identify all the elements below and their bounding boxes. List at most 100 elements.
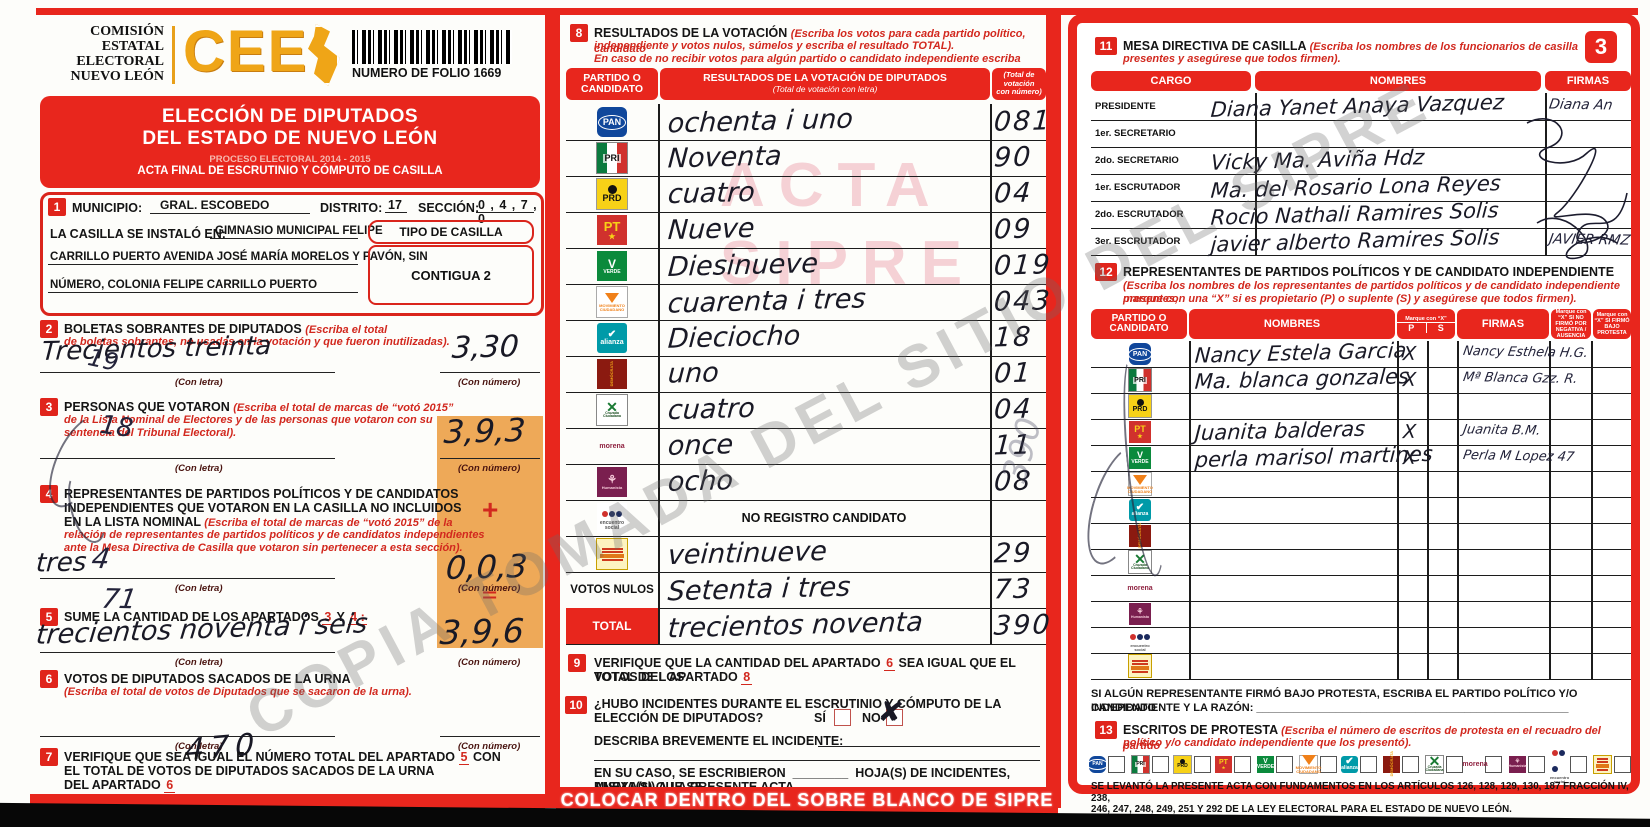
table-row[interactable] <box>1091 549 1631 576</box>
section5-con-letra: (Con letra) <box>175 657 223 668</box>
results-numero-field[interactable] <box>990 176 1046 212</box>
section2-number: 2 <box>40 320 58 338</box>
table-row[interactable] <box>1091 523 1631 550</box>
section2-con-numero: (Con número) <box>458 377 521 388</box>
no-checkbox[interactable] <box>886 709 903 726</box>
protesta-line2: INDEPENDIENTE Y LA RAZÓN: ______________… <box>1091 702 1569 714</box>
section5-letra-field[interactable] <box>40 634 335 653</box>
left-panel: COMISIÓN ESTATAL ELECTORAL NUEVO LEÓN CEE … <box>0 0 545 820</box>
section2-numero-field[interactable] <box>440 354 540 373</box>
protesta-count-box[interactable] <box>1194 755 1211 773</box>
results-numero-field[interactable] <box>990 572 1046 608</box>
table-gridline <box>1457 341 1459 367</box>
protesta-count-box[interactable] <box>1360 755 1377 773</box>
section13-title: ESCRITOS DE PROTESTA (Escriba el número … <box>1123 723 1601 752</box>
table-gridline <box>1189 393 1191 419</box>
table-gridline <box>1457 549 1459 575</box>
si-checkbox[interactable] <box>834 709 851 726</box>
results-row <box>566 392 1046 429</box>
section6-numero-field[interactable] <box>440 718 540 737</box>
seccion-field[interactable] <box>476 196 534 213</box>
protesta-count-box[interactable] <box>1320 755 1337 773</box>
municipio-field[interactable] <box>150 196 310 214</box>
section3-letra-field[interactable] <box>40 440 335 459</box>
results-row <box>566 176 1046 213</box>
results-row <box>566 104 1046 141</box>
address-field1[interactable] <box>210 222 358 239</box>
seccion-value: 0 , 4 , 7 , 0 <box>478 198 538 226</box>
protesta-party-slot: PAN <box>1087 753 1131 775</box>
table-gridline <box>1591 367 1593 393</box>
protesta-count-box[interactable] <box>1446 755 1463 773</box>
ph-logo: ⚘ Humanista <box>597 467 627 497</box>
table-row[interactable] <box>1091 174 1631 202</box>
results-numero-field[interactable] <box>990 500 1046 536</box>
table-gridline <box>1457 393 1459 419</box>
protesta-count-box[interactable] <box>1152 755 1169 773</box>
results-numero-field[interactable] <box>990 140 1046 176</box>
distrito-field[interactable] <box>385 196 407 213</box>
party-cell: MOVIMIENTO CIUDADANO <box>1091 471 1189 497</box>
table-row[interactable] <box>1091 393 1631 420</box>
table-row[interactable] <box>1091 120 1631 148</box>
table-row[interactable] <box>1091 627 1631 654</box>
protesta-count-box[interactable] <box>1570 755 1587 773</box>
section4-letra-field[interactable] <box>40 560 335 579</box>
table-row[interactable] <box>1091 147 1631 175</box>
table-row[interactable] <box>1091 419 1631 446</box>
section2-letra-field[interactable] <box>40 354 335 373</box>
table-gridline <box>1545 174 1547 201</box>
address-field3[interactable] <box>48 276 358 293</box>
party-cell: PRI <box>1091 367 1189 393</box>
protesta-count-box[interactable] <box>1108 755 1125 773</box>
results-numero-field[interactable] <box>990 536 1046 572</box>
table-row[interactable] <box>1091 93 1631 121</box>
incidente-field2[interactable] <box>594 750 1040 761</box>
section3-numero-field[interactable] <box>440 440 540 459</box>
pan-logo: PAN <box>1127 343 1153 365</box>
reps-header-marque: Marque con “X” P S <box>1397 309 1455 339</box>
protesta-party-slot: ✔ alianza <box>1341 753 1383 775</box>
incidente-field[interactable] <box>818 732 1040 747</box>
table-row[interactable] <box>1091 341 1631 368</box>
protesta-count-box[interactable] <box>1485 755 1502 773</box>
table-row[interactable] <box>1091 445 1631 472</box>
table-row[interactable] <box>1091 201 1631 229</box>
results-numero-field[interactable] <box>990 212 1046 248</box>
section6-letra-field[interactable] <box>40 718 335 737</box>
protesta-count-box[interactable] <box>1402 755 1419 773</box>
party-cell: ✕ Cruzada Ciudadana <box>1091 549 1189 575</box>
party-cell: morena <box>1091 575 1189 601</box>
protesta-party-slot: PT ★ <box>1215 753 1257 775</box>
stray-mark-19: 19 <box>85 343 122 377</box>
table-gridline <box>1457 653 1459 679</box>
protesta-count-box[interactable] <box>1528 755 1545 773</box>
table-row[interactable] <box>1091 575 1631 602</box>
table-gridline <box>1189 601 1191 627</box>
table-row[interactable] <box>1091 653 1631 680</box>
plus-sign: + <box>482 494 499 525</box>
table-row[interactable] <box>1091 601 1631 628</box>
results-numero-field[interactable] <box>990 104 1046 140</box>
protesta-count-box[interactable] <box>1276 755 1293 773</box>
results-hw-letra: cuarenta i tres <box>666 283 867 320</box>
results-row <box>566 464 1046 501</box>
party-cell: PT ★ <box>1091 419 1189 445</box>
protesta-count-box[interactable] <box>1234 755 1251 773</box>
reps-header-negativa: Marque con “X” SI NO FIRMÓ POR NEGATIVA … <box>1551 309 1591 339</box>
table-gridline <box>658 356 660 392</box>
table-row[interactable] <box>1091 228 1631 256</box>
results-numero-field[interactable] <box>990 608 1046 644</box>
table-gridline <box>990 536 992 572</box>
table-gridline <box>1549 445 1551 471</box>
table-gridline <box>1397 367 1399 393</box>
section7-line1: VERIFIQUE QUE SEA IGUAL EL NÚMERO TOTAL … <box>64 750 501 765</box>
party-cell: ⚘ Humanista <box>566 464 658 500</box>
table-gridline <box>1427 419 1429 445</box>
protesta-count-box[interactable] <box>1614 755 1631 773</box>
table-row[interactable] <box>1091 497 1631 524</box>
table-row[interactable] <box>1091 367 1631 394</box>
table-row[interactable] <box>1091 471 1631 498</box>
address-field2[interactable] <box>48 248 358 265</box>
